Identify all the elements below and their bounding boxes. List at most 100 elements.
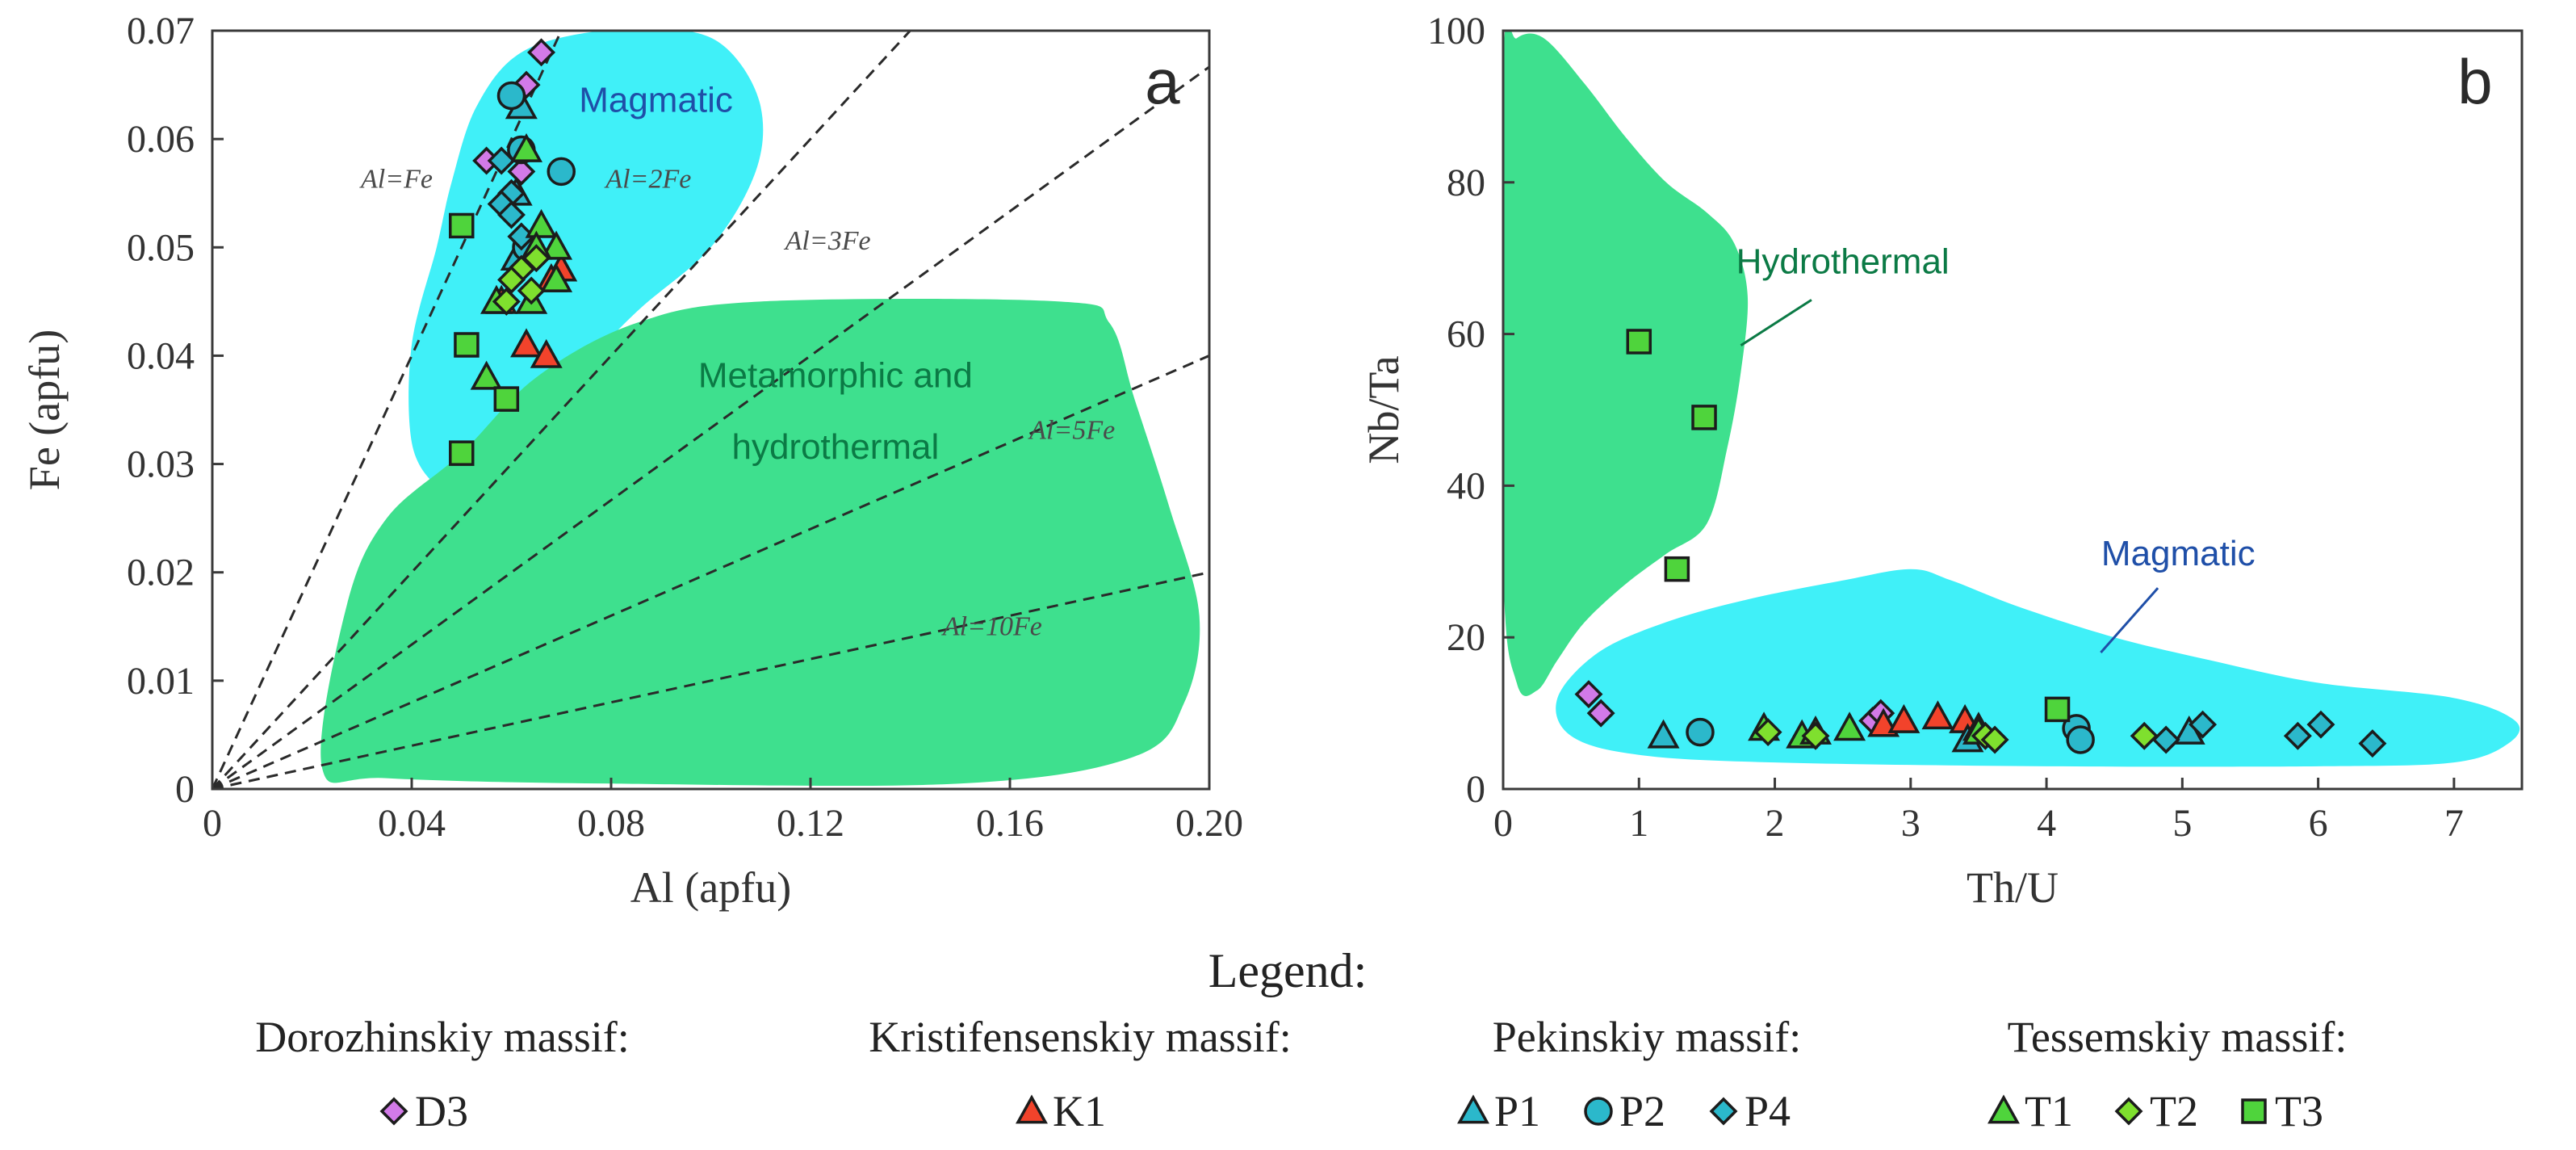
legend-marker-p1 [1457, 1094, 1489, 1124]
series-p4 [487, 146, 536, 251]
legend-marker-p2 [1584, 1097, 1613, 1126]
series-k1 [1867, 700, 1982, 737]
data-point [1647, 719, 1680, 749]
legend-item-k1: K1 [1016, 1087, 1106, 1135]
legend-marker-t1 [1987, 1094, 2020, 1124]
field-label-magmatic-leader [2100, 587, 2159, 653]
y-tick-label: 60 [1447, 313, 1485, 356]
data-point [510, 328, 542, 358]
ratio-label: Al=3Fe [784, 226, 871, 256]
data-point [1586, 699, 1615, 728]
field-label-metamorphic-line2: hydrothermal [731, 427, 939, 467]
data-point [540, 230, 573, 260]
field-hydrothermal [1503, 31, 1749, 696]
legend-item-t2: T2 [2114, 1087, 2198, 1135]
data-point [507, 157, 536, 186]
data-point [2130, 721, 2159, 750]
legend-item-p4: P4 [1709, 1087, 1791, 1135]
data-point [497, 200, 526, 229]
y-axis-title: Nb/Ta [1359, 355, 1408, 464]
x-tick-label: 0.16 [976, 802, 1044, 845]
legend-group: Kristifensenskiy massif: K1 [869, 1013, 1291, 1135]
legend-group: Dorozhinskiy massif: D3 [255, 1013, 629, 1135]
legend-group-title: Dorozhinskiy massif: [255, 1013, 629, 1061]
series-t3 [449, 212, 520, 466]
legend-group-title: Kristifensenskiy massif: [869, 1013, 1291, 1061]
x-tick-label: 6 [2309, 802, 2328, 845]
data-point [1686, 717, 1715, 747]
x-axis-title: Th/U [1967, 863, 2059, 912]
data-point [454, 332, 480, 358]
legend-label: T2 [2150, 1087, 2198, 1135]
legend-item-d3: D3 [379, 1087, 468, 1135]
legend-group-title: Pekinskiy massif: [1493, 1013, 1802, 1061]
panel-b-chart: 0 1 2 3 4 5 6 7 0 20 40 60 80 100 Th/U Nb/Ta b Hydrotherm… [1359, 10, 2524, 912]
legend-marker-t3 [2241, 1098, 2267, 1124]
panel-a-chart: 0 0.04 0.08 0.12 0.16 0.20 0 0.01 0.02 0.03 0.04 0.… [20, 10, 1243, 912]
series-t2 [492, 244, 551, 316]
y-tick-label: 40 [1447, 464, 1485, 507]
y-tick-label: 0.02 [127, 552, 195, 594]
y-tick-label: 0.05 [127, 226, 195, 269]
ratio-label: Al=10Fe [941, 612, 1042, 642]
y-tick-label: 0.01 [127, 660, 195, 703]
plot-area [1503, 31, 2520, 767]
x-tick-label: 0 [1493, 802, 1513, 845]
y-axis-title: Fe (apfu) [20, 329, 69, 490]
data-point [1887, 703, 1920, 733]
legend-title: Legend: [1208, 944, 1368, 997]
x-tick-label: 5 [2172, 802, 2192, 845]
axes-frame [1502, 29, 2524, 791]
data-point [1921, 700, 1954, 730]
legend-label: D3 [415, 1087, 468, 1135]
data-point [2066, 725, 2095, 754]
x-tick-label: 0.20 [1175, 802, 1243, 845]
field-label-metamorphic-line1: Metamorphic and [698, 355, 973, 395]
ratio-label: Al=Fe [359, 165, 433, 195]
data-point [470, 360, 503, 390]
legend-group-title: Tessemskiy massif: [2008, 1013, 2348, 1061]
legend-marker-k1 [1016, 1094, 1048, 1124]
data-point [1691, 405, 1717, 430]
legend-item-t1: T1 [1987, 1087, 2073, 1135]
series-p4 [2151, 710, 2387, 758]
ratio-line-al-5fe [212, 355, 1209, 789]
legend-marker-p4 [1709, 1097, 1738, 1126]
field-metamorphic-and-hydrothermal [320, 299, 1200, 787]
data-point [2358, 729, 2387, 758]
data-point [527, 38, 556, 67]
y-tick-label: 0 [175, 768, 195, 811]
y-tick-label: 0.07 [127, 10, 195, 52]
legend-item-t3: T3 [2241, 1087, 2323, 1135]
legend-label: T3 [2275, 1087, 2323, 1135]
legend-label: T1 [2025, 1087, 2073, 1135]
data-point [1753, 718, 1782, 747]
data-point [487, 146, 516, 175]
y-tick-label: 100 [1427, 10, 1485, 52]
field-label-hydrothermal: Hydrothermal [1736, 241, 1950, 281]
x-axis-title: Al (apfu) [630, 863, 791, 912]
y-tick-label: 80 [1447, 162, 1485, 204]
x-tick-label: 0.12 [777, 802, 844, 845]
y-tick-label: 0.03 [127, 443, 195, 486]
legend-label: P2 [1619, 1087, 1665, 1135]
panel-label: a [1145, 46, 1180, 117]
data-point [1626, 329, 1652, 355]
x-tick-label: 0 [203, 802, 222, 845]
legend-item-p2: P2 [1584, 1087, 1665, 1135]
legend-group: Pekinskiy massif: P1 P2 P4 [1457, 1013, 1802, 1135]
data-point [2189, 710, 2218, 739]
panel-label: b [2457, 46, 2492, 117]
ratio-line-al-2fe [212, 31, 911, 789]
data-point [496, 81, 526, 111]
ratio-line-al-10fe [212, 571, 1209, 789]
data-point [517, 276, 546, 305]
legend-marker-d3 [379, 1097, 408, 1126]
x-tick-label: 1 [1629, 802, 1648, 845]
field-magmatic [408, 31, 764, 492]
y-tick-label: 0.04 [127, 334, 195, 377]
field-label-hydrothermal-leader [1740, 299, 1812, 346]
data-point [1574, 680, 1603, 709]
series-t2 [1753, 718, 2159, 754]
